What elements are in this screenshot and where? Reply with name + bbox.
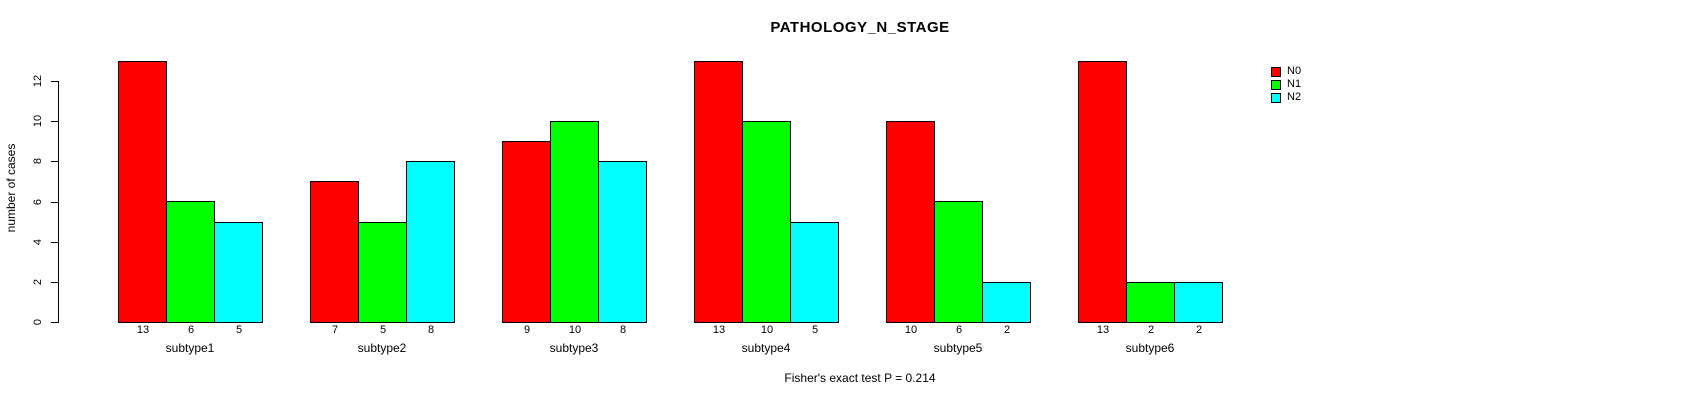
bar-subtype4-N2 xyxy=(790,222,839,323)
bar-subtype2-N2 xyxy=(406,161,455,323)
y-axis-tick-label-text: 8 xyxy=(32,158,44,165)
y-axis-title-text: number of cases xyxy=(4,143,18,233)
legend-swatch-N0 xyxy=(1271,66,1281,77)
bar-value-label: 2 xyxy=(1003,324,1011,336)
bar-subtype6-N2 xyxy=(1174,282,1223,323)
bar-value-label: 5 xyxy=(811,324,819,336)
bar-value-label: 10 xyxy=(904,324,918,336)
legend-swatch-N1 xyxy=(1271,79,1281,90)
legend-swatch-N2 xyxy=(1271,92,1281,103)
category-label-subtype1: subtype1 xyxy=(165,341,215,355)
bar-value-label: 2 xyxy=(1195,324,1203,336)
y-axis-tick xyxy=(51,281,58,283)
legend-label-N2: N2 xyxy=(1287,91,1302,103)
bar-subtype6-N1 xyxy=(1126,282,1175,323)
y-axis-tick xyxy=(51,201,58,203)
bar-value-label: 2 xyxy=(1147,324,1155,336)
y-axis-tick-label-text: 0 xyxy=(32,318,44,326)
bar-value-label: 10 xyxy=(568,324,582,336)
legend-label-N1: N1 xyxy=(1287,78,1302,90)
category-label-subtype5: subtype5 xyxy=(933,341,983,355)
y-axis-tick-label-text: 6 xyxy=(32,198,44,205)
bar-value-label: 13 xyxy=(1096,324,1110,336)
y-axis-tick xyxy=(51,81,58,82)
y-axis-tick-label-text: 10 xyxy=(32,115,44,128)
bar-value-label: 7 xyxy=(331,324,339,336)
chart-title: PATHOLOGY_N_STAGE xyxy=(770,19,950,36)
bar-subtype2-N0 xyxy=(310,181,359,323)
bar-value-label: 6 xyxy=(187,324,195,336)
bar-subtype1-N2 xyxy=(214,222,263,323)
legend-label-N0: N0 xyxy=(1287,65,1302,77)
bar-subtype1-N0 xyxy=(118,61,167,323)
stat-caption: Fisher's exact test P = 0.214 xyxy=(784,371,936,385)
bar-subtype5-N1 xyxy=(934,201,983,323)
category-label-subtype2: subtype2 xyxy=(357,341,407,355)
bar-value-label: 10 xyxy=(760,324,774,336)
bar-value-label: 8 xyxy=(619,324,627,336)
y-axis-tick-label-text: 2 xyxy=(32,278,44,285)
bar-value-label: 13 xyxy=(712,324,726,336)
bar-value-label: 5 xyxy=(379,324,387,336)
bar-subtype5-N0 xyxy=(886,121,935,323)
y-axis-tick-label-text: 12 xyxy=(32,74,44,88)
y-axis-tick xyxy=(51,241,58,243)
y-axis-tick-label-text: 4 xyxy=(32,238,44,245)
bar-subtype2-N1 xyxy=(358,222,407,323)
bar-subtype6-N0 xyxy=(1078,61,1127,323)
bar-subtype3-N0 xyxy=(502,141,551,323)
bar-subtype3-N1 xyxy=(550,121,599,323)
y-axis-tick xyxy=(51,161,58,163)
legend: N0 N1 N2 xyxy=(1271,65,1301,104)
legend-row-N2: N2 xyxy=(1271,91,1301,104)
legend-row-N0: N0 xyxy=(1271,65,1301,78)
y-axis-tick xyxy=(51,121,58,123)
y-axis-tick xyxy=(51,322,58,323)
bar-subtype4-N1 xyxy=(742,121,791,323)
bar-value-label: 5 xyxy=(235,324,243,336)
bar-value-label: 9 xyxy=(523,324,531,336)
category-label-subtype6: subtype6 xyxy=(1125,341,1175,355)
category-label-subtype3: subtype3 xyxy=(549,341,599,355)
bar-subtype1-N1 xyxy=(166,201,215,323)
bar-value-label: 13 xyxy=(136,324,150,336)
bar-subtype4-N0 xyxy=(694,61,743,323)
category-label-subtype4: subtype4 xyxy=(741,341,791,355)
bar-value-label: 8 xyxy=(427,324,435,336)
bar-subtype5-N2 xyxy=(982,282,1031,323)
bar-subtype3-N2 xyxy=(598,161,647,323)
y-axis-line xyxy=(58,81,59,323)
legend-row-N1: N1 xyxy=(1271,78,1301,91)
bar-value-label: 6 xyxy=(955,324,963,336)
